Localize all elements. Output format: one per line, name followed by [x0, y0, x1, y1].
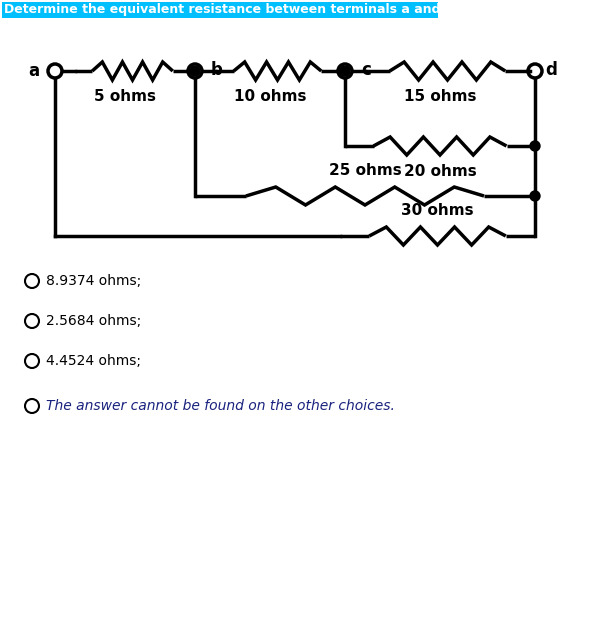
Circle shape [190, 66, 200, 76]
Text: d: d [545, 61, 557, 79]
Text: 20 ohms: 20 ohms [403, 164, 476, 179]
Text: a: a [28, 62, 39, 80]
Circle shape [530, 141, 540, 151]
Text: 8.9374 ohms;: 8.9374 ohms; [46, 274, 141, 288]
Circle shape [530, 191, 540, 201]
FancyBboxPatch shape [2, 2, 438, 18]
Circle shape [340, 66, 350, 76]
Text: 2.5684 ohms;: 2.5684 ohms; [46, 314, 141, 328]
Text: The answer cannot be found on the other choices.: The answer cannot be found on the other … [46, 399, 395, 413]
Text: c: c [361, 61, 371, 79]
Text: 15 ohms: 15 ohms [404, 89, 476, 104]
Text: 5 ohms: 5 ohms [94, 89, 156, 104]
Text: 25 ohms: 25 ohms [328, 163, 402, 178]
Text: b: b [211, 61, 223, 79]
Text: Determine the equivalent resistance between terminals a and b.: Determine the equivalent resistance betw… [4, 4, 459, 16]
Text: 4.4524 ohms;: 4.4524 ohms; [46, 354, 141, 368]
Text: 10 ohms: 10 ohms [234, 89, 306, 104]
Text: 30 ohms: 30 ohms [401, 203, 474, 218]
